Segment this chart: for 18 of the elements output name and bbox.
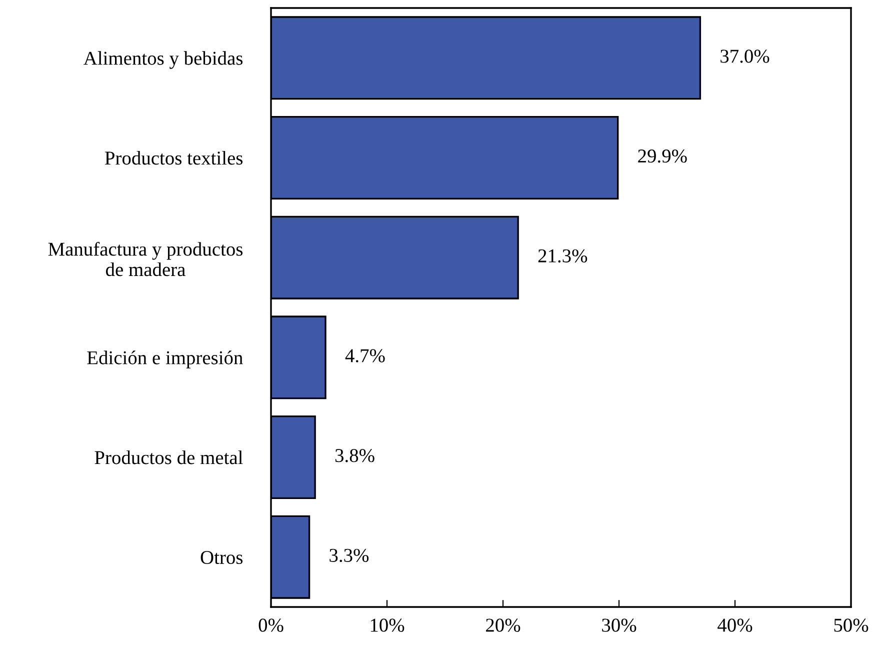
y-tick-label: Otros xyxy=(200,550,243,564)
data-label: 37.0% xyxy=(720,50,770,63)
y-tick-label: Manufactura y productos de madera xyxy=(48,242,243,276)
data-label: 3.8% xyxy=(335,448,374,462)
y-tick-label: Edición e impresión xyxy=(87,350,243,368)
y-tick-label: Productos de metal xyxy=(94,450,243,464)
x-tick-label: 20% xyxy=(486,618,520,632)
y-tick-label: Productos textiles xyxy=(104,151,243,165)
data-label: 4.7% xyxy=(345,349,385,362)
data-label: 29.9% xyxy=(638,149,687,163)
x-tick-label: 30% xyxy=(602,618,636,632)
x-tick-label: 0% xyxy=(258,618,284,632)
y-tick-label: Alimentos y bebidas xyxy=(84,51,243,69)
x-tick-label: 50% xyxy=(834,618,868,632)
data-label: 3.3% xyxy=(330,548,369,562)
x-tick-label: 40% xyxy=(718,618,752,632)
data-label: 21.3% xyxy=(538,249,588,263)
x-tick-label: 10% xyxy=(370,618,404,632)
